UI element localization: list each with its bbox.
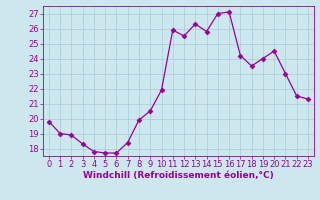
X-axis label: Windchill (Refroidissement éolien,°C): Windchill (Refroidissement éolien,°C) (83, 171, 274, 180)
